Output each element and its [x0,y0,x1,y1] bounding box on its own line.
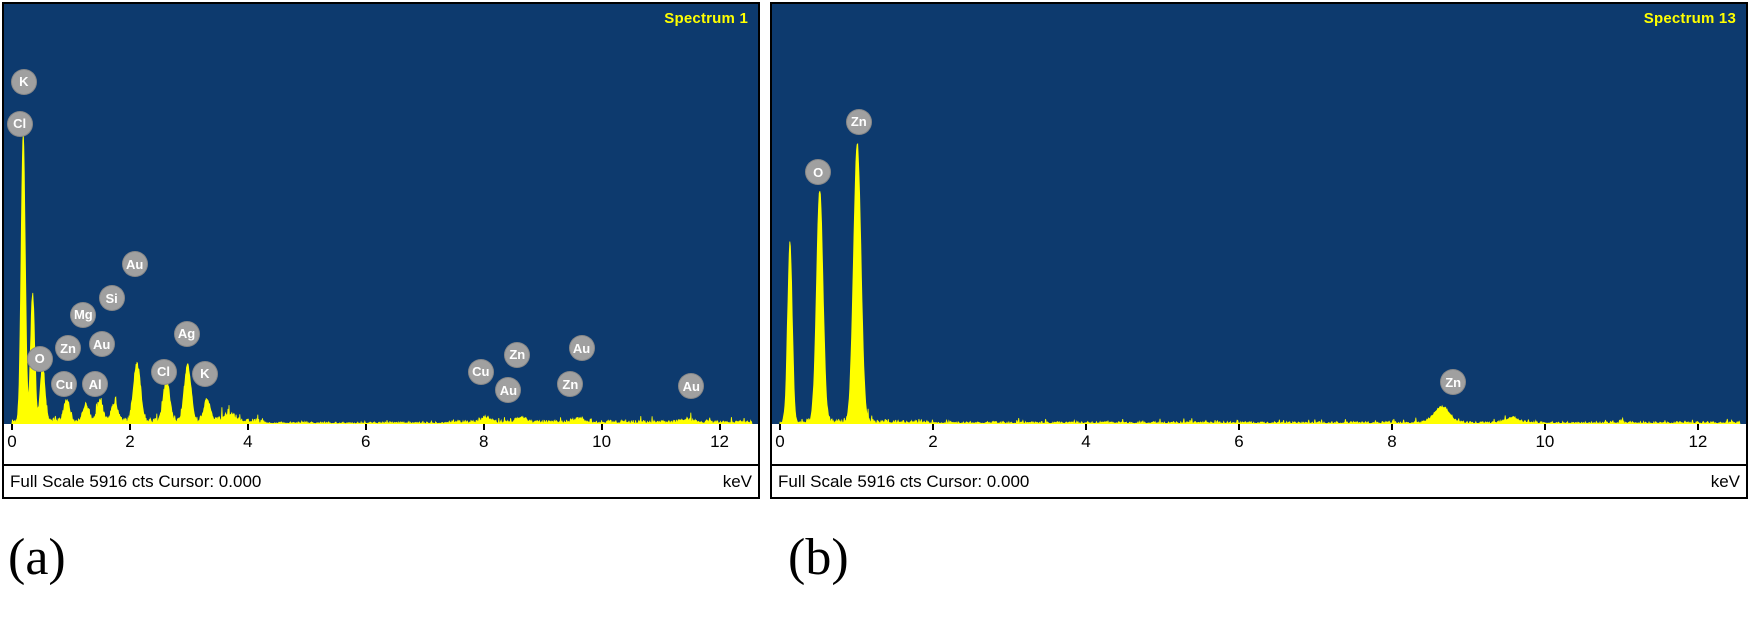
spectrum-svg [4,4,758,424]
x-tick-label: 6 [1234,432,1244,451]
element-label: K [191,360,218,387]
element-label: Zn [845,108,872,135]
status-bar: Full Scale 5916 cts Cursor: 0.000 keV [772,466,1746,497]
x-tick-mark [600,424,603,430]
x-tick-mark [779,424,781,430]
element-label: Au [121,251,148,278]
kev-unit-label: keV [1710,471,1740,491]
caption-b: (b) [788,529,849,586]
element-label: Cl [6,110,33,137]
spectrum-title: Spectrum 1 [664,10,748,27]
x-tick-mark [246,424,249,430]
x-tick-mark [1084,424,1087,430]
x-tick-mark [1696,424,1699,430]
plot-background [4,4,758,424]
x-tick-mark [11,424,13,430]
spectrum-svg [772,4,1746,424]
element-label: Mg [70,301,97,328]
element-label: Zn [1440,369,1467,395]
x-axis: 0 2 4 6 8 10 12 [4,424,758,466]
x-tick-label: 12 [1688,432,1708,451]
element-label: Ag [173,320,200,347]
element-label: Al [82,371,109,398]
spectrum-panel-b: Spectrum 13 O Zn Zn 0 2 4 6 8 10 12 Full Scale 5… [770,2,1748,499]
spectrum-trace [779,142,1741,424]
element-label: Au [88,331,115,358]
x-tick-label: 10 [592,432,612,451]
element-label: Zn [504,341,531,368]
x-tick-label: 4 [1081,432,1091,451]
element-label: Cl [150,358,177,385]
spectrum-trace [11,134,753,424]
x-tick-mark [931,424,934,430]
element-label: O [26,345,53,372]
x-tick-label: 2 [125,432,135,451]
element-label: Cu [51,371,78,398]
element-label: K [10,68,37,95]
element-label: Si [98,285,125,311]
x-tick-label: 0 [775,432,785,451]
spectrum-title: Spectrum 13 [1643,10,1736,27]
element-label: Au [678,373,705,400]
x-tick-mark [1543,424,1546,430]
x-tick-label: 4 [243,432,253,451]
full-scale-status: Full Scale 5916 cts Cursor: 0.000 [10,471,262,491]
x-tick-label: 0 [7,432,17,451]
element-label: Au [495,377,522,404]
x-tick-mark [1390,424,1393,430]
x-tick-label: 6 [361,432,371,451]
x-tick-mark [128,424,131,430]
element-label: Cu [467,358,494,385]
x-tick-label: 8 [478,432,489,451]
spectrum-panel-a: Spectrum 1 K Cl O Cu Zn Al Mg Au Si Au Cl Ag K Cu Au Zn… [2,2,760,499]
x-tick-label: 10 [1535,432,1555,451]
element-label: Au [568,335,595,362]
status-bar: Full Scale 5916 cts Cursor: 0.000 keV [4,466,758,497]
x-tick-label: 8 [1387,432,1397,451]
plot-background [772,4,1746,424]
x-tick-label: 2 [928,432,938,451]
kev-unit-label: keV [722,471,752,491]
x-tick-mark [718,424,721,430]
x-tick-mark [1237,424,1240,430]
spectrum-plot: Spectrum 13 O Zn Zn [772,4,1746,424]
element-label: O [805,159,832,185]
x-tick-mark [364,424,367,430]
full-scale-status: Full Scale 5916 cts Cursor: 0.000 [778,471,1030,491]
element-label: Zn [557,371,584,398]
spectrum-plot: Spectrum 1 K Cl O Cu Zn Al Mg Au Si Au Cl Ag K Cu Au Zn… [4,4,758,424]
caption-a: (a) [8,529,66,586]
x-tick-label: 12 [710,432,730,451]
x-axis: 0 2 4 6 8 10 12 [772,424,1746,466]
x-tick-mark [482,424,485,430]
element-label: Zn [55,335,82,362]
